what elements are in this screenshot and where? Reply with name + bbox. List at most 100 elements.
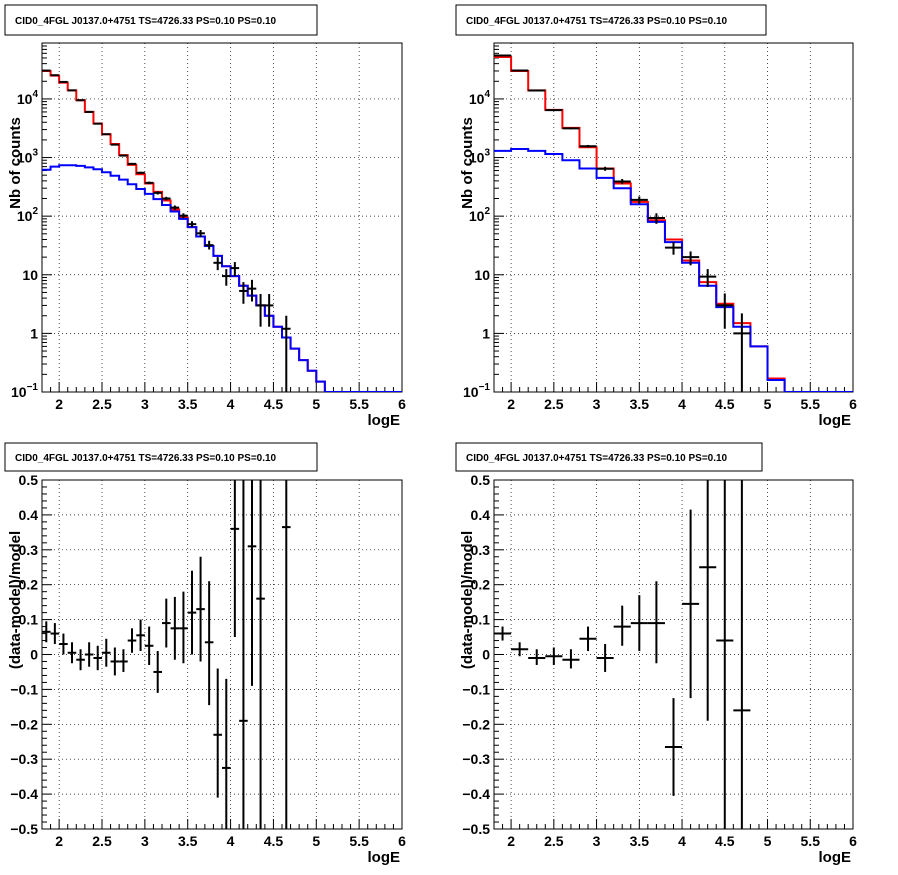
- y-tick-label: 1: [482, 325, 490, 341]
- data-point: [579, 626, 597, 652]
- x-tick-label: 3: [593, 396, 601, 412]
- data-point: [282, 480, 291, 829]
- x-tick-label: 4: [678, 396, 686, 412]
- data-point: [716, 293, 734, 329]
- x-tick-label: 2: [55, 833, 63, 849]
- data-point: [213, 668, 222, 798]
- data-point: [102, 638, 111, 667]
- data-point: [579, 144, 597, 148]
- y-tick-label: 0.4: [471, 507, 491, 523]
- data-point: [196, 230, 205, 238]
- y-tick-mantissa: 10: [469, 91, 485, 107]
- data-point: [247, 480, 257, 686]
- x-tick-label: 6: [849, 833, 857, 849]
- y-tick-label: −0.2: [10, 716, 38, 732]
- y-tick-mantissa: 0.1: [471, 612, 491, 628]
- plot-area: [494, 54, 853, 392]
- y-tick-label: −0.1: [10, 681, 38, 697]
- y-tick-label: 0.5: [471, 472, 491, 488]
- y-tick-mantissa: 0.2: [19, 577, 39, 593]
- y-tick-label: 104: [469, 89, 491, 107]
- x-tick-label: 5.5: [349, 833, 369, 849]
- x-tick-label: 5: [764, 396, 772, 412]
- y-tick-label: −0.2: [462, 716, 490, 732]
- data-point: [67, 642, 77, 664]
- x-tick-label: 2.5: [544, 833, 564, 849]
- y-tick-mantissa: 0.3: [19, 542, 39, 558]
- data-point: [127, 628, 137, 653]
- panel-bottom-right-residuals: CID0_4FGL J0137.0+4751 TS=4726.33 PS=0.1…: [455, 442, 857, 866]
- data-point: [494, 626, 512, 641]
- title-box: [4, 4, 318, 36]
- data-point: [144, 181, 154, 185]
- x-tick-label: 3: [141, 396, 149, 412]
- x-tick-label: 5.5: [349, 396, 369, 412]
- y-tick-mantissa: 10: [469, 208, 485, 224]
- data-point: [511, 642, 529, 657]
- data-point: [102, 133, 111, 136]
- data-point: [682, 251, 700, 266]
- data-point: [239, 282, 248, 304]
- x-axis-label: logE: [819, 412, 852, 429]
- y-tick-exponent: 4: [484, 89, 490, 100]
- data-point: [162, 196, 171, 201]
- data-point: [144, 626, 154, 665]
- data-point: [59, 633, 68, 655]
- series-histogram-1: [42, 164, 402, 392]
- y-tick-mantissa: 10: [17, 150, 33, 166]
- y-tick-mantissa: 10: [469, 150, 485, 166]
- y-tick-label: 0.3: [471, 542, 491, 558]
- data-point: [213, 257, 222, 271]
- chart-title: CID0_4FGL J0137.0+4751 TS=4726.33 PS=0.1…: [466, 16, 728, 27]
- data-point: [647, 581, 665, 664]
- panel-top-right-counts: CID0_4FGL J0137.0+4751 TS=4726.33 PS=0.1…: [455, 4, 857, 429]
- data-point: [528, 649, 546, 665]
- data-point: [247, 279, 257, 302]
- data-point: [511, 69, 529, 72]
- x-tick-label: 5: [312, 833, 320, 849]
- plot-area: [42, 69, 402, 392]
- series-histogram-0: [42, 69, 402, 392]
- y-tick-label: 102: [17, 206, 39, 224]
- x-tick-label: 5.5: [801, 396, 821, 412]
- chart-title: CID0_4FGL J0137.0+4751 TS=4726.33 PS=0.1…: [15, 16, 277, 27]
- x-axis-label: logE: [819, 849, 852, 866]
- data-point: [264, 293, 274, 327]
- data-point: [187, 221, 197, 228]
- data-point: [230, 480, 240, 638]
- y-tick-mantissa: 1: [482, 325, 490, 341]
- y-tick-label: 102: [469, 206, 491, 224]
- chart-title: CID0_4FGL J0137.0+4751 TS=4726.33 PS=0.1…: [15, 453, 277, 464]
- x-tick-label: 2.5: [92, 833, 112, 849]
- series-histogram-0: [494, 55, 853, 392]
- data-point: [93, 645, 102, 671]
- title-box: [4, 442, 318, 472]
- data-point: [196, 556, 205, 662]
- y-tick-label: 0.2: [19, 577, 39, 593]
- x-tick-label: 2: [507, 396, 515, 412]
- y-tick-mantissa: 0.5: [19, 472, 39, 488]
- data-point: [664, 242, 683, 255]
- y-tick-mantissa: −0.4: [10, 786, 38, 802]
- x-tick-label: 2.5: [544, 396, 564, 412]
- data-point: [716, 480, 734, 829]
- y-tick-label: 0: [482, 647, 490, 663]
- y-tick-label: 0.5: [19, 472, 39, 488]
- x-tick-label: 3: [141, 833, 149, 849]
- x-axis-label: logE: [368, 412, 401, 429]
- y-tick-label: 10−1: [463, 382, 490, 400]
- data-point: [93, 122, 102, 125]
- y-tick-label: 1: [30, 325, 38, 341]
- data-point: [136, 619, 145, 652]
- data-point: [699, 480, 717, 721]
- y-tick-label: 0.2: [471, 577, 491, 593]
- data-point: [664, 698, 683, 796]
- data-point: [119, 649, 128, 672]
- data-point: [733, 480, 751, 829]
- y-tick-mantissa: −0.3: [10, 751, 38, 767]
- y-tick-label: −0.5: [10, 821, 38, 837]
- data-point: [230, 262, 240, 277]
- y-tick-mantissa: 10: [17, 91, 33, 107]
- panel-bottom-left-residuals: CID0_4FGL J0137.0+4751 TS=4726.33 PS=0.1…: [4, 442, 406, 866]
